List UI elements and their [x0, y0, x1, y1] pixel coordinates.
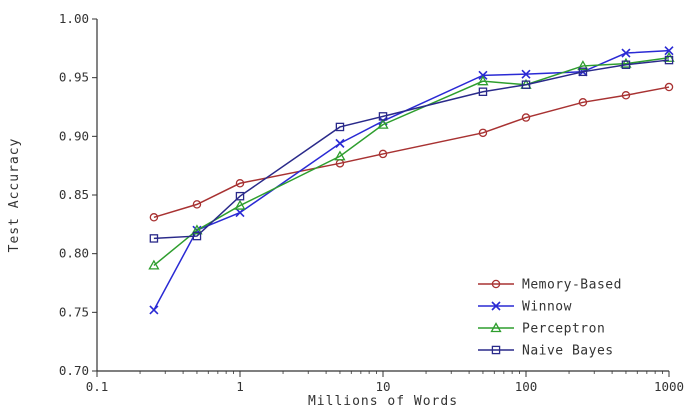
x-tick-label: 100 [515, 379, 538, 394]
data-point [577, 60, 589, 71]
data-point [578, 98, 588, 107]
data-point [148, 259, 160, 270]
data-point [235, 191, 245, 201]
legend-label: Perceptron [522, 322, 605, 337]
data-point [521, 113, 531, 122]
y-tick-label: 0.90 [59, 128, 89, 143]
data-point [664, 55, 674, 65]
data-point [621, 60, 631, 70]
data-point [491, 301, 501, 311]
y-tick-label: 0.70 [59, 363, 89, 378]
legend-item: Perceptron [478, 322, 605, 337]
series-line [153, 49, 670, 311]
data-point [578, 67, 588, 77]
data-point [478, 128, 488, 138]
data-point [377, 118, 389, 129]
y-tick-label: 0.80 [59, 246, 89, 261]
data-point [478, 87, 488, 96]
legend-item: Naive Bayes [478, 344, 614, 359]
x-tick-label: 10 [375, 379, 390, 394]
series-line [153, 86, 670, 219]
data-point [334, 150, 346, 161]
x-tick-label: 1000 [654, 379, 684, 394]
data-point [621, 91, 631, 100]
legend-label: Memory-Based [522, 278, 622, 293]
data-point [491, 279, 501, 289]
x-axis-title: Millions of Words [308, 394, 458, 409]
data-point [663, 51, 675, 62]
data-point [378, 112, 388, 121]
data-point [478, 70, 488, 80]
data-point [235, 179, 245, 188]
data-point [335, 122, 345, 132]
data-point [149, 213, 159, 222]
data-point [664, 46, 674, 56]
y-tick-label: 0.95 [59, 70, 89, 85]
data-point [378, 149, 388, 159]
y-tick-label: 1.00 [59, 11, 89, 26]
data-point [235, 208, 245, 218]
legend-item: Winnow [478, 300, 572, 315]
x-tick-label: 0.1 [86, 379, 109, 394]
data-point [521, 80, 531, 89]
legend: Memory-Based Winnow Perceptron Naive Bayes [478, 278, 622, 359]
data-point [335, 138, 345, 148]
data-point [521, 69, 531, 79]
series-line [153, 59, 670, 240]
y-tick-label: 0.85 [59, 187, 89, 202]
y-axis-title: Test Accuracy [7, 138, 22, 253]
legend-label: Winnow [522, 300, 572, 315]
series-line [153, 56, 670, 266]
data-point [477, 75, 489, 86]
series-naive-bayes [149, 55, 674, 243]
legend-item: Memory-Based [478, 278, 622, 293]
legend-label: Naive Bayes [522, 344, 614, 359]
series-memory-based [149, 82, 674, 222]
axes: 0.70 0.75 0.80 0.85 0.90 0.95 1.00 0.1 1 10 100 100… [59, 11, 684, 394]
data-point [621, 48, 631, 58]
series-winnow [149, 46, 674, 315]
data-point [192, 231, 202, 241]
data-point [191, 224, 203, 235]
y-tick-label: 0.75 [59, 304, 89, 319]
series-perceptron [148, 51, 675, 270]
data-point [192, 200, 202, 209]
data-point [149, 305, 159, 315]
data-point [149, 234, 159, 243]
data-point [620, 57, 632, 68]
data-point [234, 199, 246, 210]
data-point [664, 82, 674, 92]
data-point [491, 345, 501, 355]
x-tick-label: 1 [236, 379, 244, 394]
plot-series [148, 46, 675, 315]
data-point [490, 322, 502, 333]
